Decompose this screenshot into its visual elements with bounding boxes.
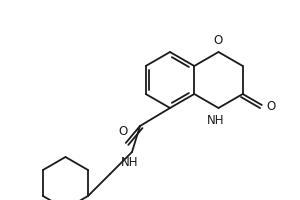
- Text: NH: NH: [207, 114, 224, 127]
- Text: NH: NH: [121, 156, 139, 169]
- Text: O: O: [214, 34, 223, 47]
- Text: O: O: [267, 99, 276, 112]
- Text: O: O: [118, 125, 128, 138]
